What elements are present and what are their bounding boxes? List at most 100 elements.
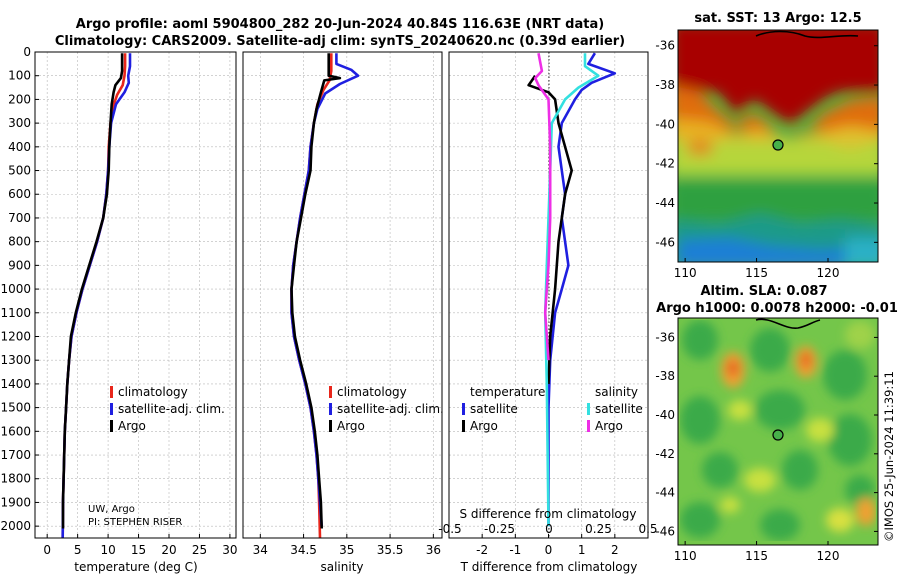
series-line-satellite-adj-clim-	[61, 53, 132, 539]
map-lat-label: -42	[655, 157, 675, 171]
map-lat-label: -44	[655, 196, 675, 210]
sst-map-ticks: 110 115 120 -36 -38 -40 -42 -44 -46	[655, 39, 878, 280]
series-line-argo	[290, 53, 342, 529]
x-tick-label: 25	[192, 543, 207, 557]
depth-tick-label: 700	[8, 211, 31, 225]
pi-annotation-line-2: PI: STEPHEN RISER	[88, 517, 182, 528]
map-lon-label: 115	[745, 549, 768, 563]
legend-label-s-argo: Argo	[595, 419, 623, 433]
series-line-temperature-satellite	[547, 52, 617, 527]
title-line-1: Argo profile: aoml 5904800_282 20-Jun-20…	[76, 17, 604, 32]
map-lon-label: 115	[745, 266, 768, 280]
legend-swatch-s-argo	[587, 420, 590, 432]
x-tick-label: 20	[161, 543, 176, 557]
x-tick-label: -2	[476, 543, 488, 557]
t-difference-tick-labels: -2 -1 0 1 2	[476, 534, 619, 557]
sst-field	[678, 30, 878, 262]
depth-tick-label: 1100	[0, 306, 31, 320]
series-line-salinity-argo	[533, 52, 552, 361]
depth-tick-label: 1900	[0, 495, 31, 509]
map-lat-label: -40	[655, 117, 675, 131]
legend-label-satellite: satellite-adj. clim.	[337, 402, 444, 416]
series-line-climatology	[290, 53, 333, 539]
x-tick-label: 36	[426, 543, 441, 557]
pi-annotation-line-1: UW, Argo	[88, 504, 135, 515]
x-tick-label: 1	[578, 543, 586, 557]
map-lat-label: -36	[655, 330, 675, 344]
sla-map-title-1: Altim. SLA: 0.087	[701, 284, 828, 299]
s-difference-label: S difference from climatology	[460, 507, 637, 521]
imos-credit: ©IMOS 25-Jun-2024 11:39:11	[882, 371, 896, 542]
map-lon-label: 110	[674, 266, 697, 280]
legend-title-temperature: temperature	[470, 385, 545, 399]
s-tick-label: -0.25	[484, 522, 515, 536]
depth-tick-label: 500	[8, 164, 31, 178]
s-difference-tick-labels: -0.5 -0.25 0 0.25 0.5	[438, 522, 657, 536]
legend-swatch-t-argo	[462, 420, 465, 432]
salinity-legend: climatology satellite-adj. clim. Argo	[329, 385, 444, 433]
map-lon-label: 120	[817, 549, 840, 563]
depth-tick-label: 1500	[0, 401, 31, 415]
map-lat-label: -38	[655, 369, 675, 383]
depth-tick-label: 0	[23, 45, 31, 59]
map-lat-label: -44	[655, 486, 675, 500]
x-tick-label: 34	[253, 543, 268, 557]
x-tick-label: -1	[509, 543, 521, 557]
s-tick-label: 0.25	[585, 522, 612, 536]
series-line-climatology	[61, 53, 127, 539]
series-line-argo	[61, 53, 124, 529]
legend-label-argo: Argo	[337, 419, 365, 433]
sla-argo-marker	[772, 429, 784, 441]
depth-tick-label: 1000	[0, 282, 31, 296]
map-lat-label: -36	[655, 39, 675, 53]
legend-title-salinity: salinity	[595, 385, 638, 399]
depth-tick-label: 600	[8, 187, 31, 201]
title-line-2: Climatology: CARS2009. Satellite-adj cli…	[55, 34, 625, 49]
x-tick-label: 0	[43, 543, 51, 557]
temperature-panel: 0100200300400500600700800900100011001200…	[0, 45, 237, 574]
legend-label-climatology: climatology	[118, 385, 188, 399]
series-line-temperature-argo	[527, 74, 574, 384]
x-tick-label: 2	[611, 543, 619, 557]
sst-map: sat. SST: 13 Argo: 12.5 110 115 120 -36 -38 -…	[655, 11, 879, 280]
depth-tick-label: 400	[8, 140, 31, 154]
salinity-series	[290, 53, 360, 539]
x-tick-label: 35.5	[377, 543, 404, 557]
depth-tick-label: 100	[8, 69, 31, 83]
legend-label-argo: Argo	[118, 419, 146, 433]
t-difference-xlabel: T difference from climatology	[460, 560, 638, 574]
s-tick-label: 0	[545, 522, 553, 536]
legend-swatch-satellite	[110, 403, 113, 415]
depth-tick-label: 1600	[0, 424, 31, 438]
salinity-frame	[242, 51, 443, 539]
s-tick-label: -0.5	[438, 522, 461, 536]
legend-swatch-climatology	[110, 386, 113, 398]
depth-tick-labels: 0 100 200 300 400 500 600 700 800 900 1000 1100 1200…	[0, 45, 39, 533]
depth-tick-label: 1300	[0, 353, 31, 367]
temperature-frame	[34, 51, 237, 539]
legend-swatch-argo	[110, 420, 113, 432]
map-lat-label: -40	[655, 408, 675, 422]
sst-map-frame	[677, 29, 879, 263]
depth-tick-label: 200	[8, 92, 31, 106]
depth-tick-label: 1800	[0, 472, 31, 486]
difference-panel: -2 -1 0 1 2 -0.5 -0.25 0 0.25 0.5 S difference f…	[438, 51, 658, 574]
x-tick-label: 5	[74, 543, 82, 557]
map-lon-label: 110	[674, 549, 697, 563]
s-tick-label: 0.5	[638, 522, 657, 536]
depth-tick-label: 2000	[0, 519, 31, 533]
depth-tick-label: 900	[8, 258, 31, 272]
sla-field	[678, 318, 878, 545]
difference-series	[527, 52, 617, 527]
temperature-xlabel: temperature (deg C)	[74, 560, 197, 574]
depth-tick-label: 1400	[0, 377, 31, 391]
map-lat-label: -38	[655, 78, 675, 92]
depth-tick-label: 800	[8, 235, 31, 249]
legend-swatch-s-satellite	[587, 403, 590, 415]
depth-tick-label: 1200	[0, 329, 31, 343]
sla-map-frame	[677, 317, 879, 546]
legend-label-s-satellite: satellite	[595, 402, 643, 416]
legend-swatch-satellite	[329, 403, 332, 415]
legend-swatch-climatology	[329, 386, 332, 398]
